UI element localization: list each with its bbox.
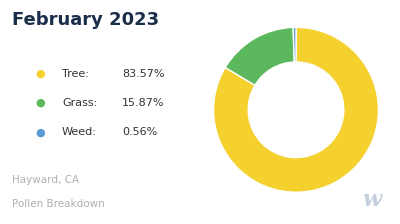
Text: ●: ●: [35, 98, 45, 108]
Text: 83.57%: 83.57%: [122, 69, 164, 79]
Text: Hayward, CA: Hayward, CA: [12, 175, 79, 185]
Text: w: w: [362, 189, 382, 211]
Text: ●: ●: [35, 127, 45, 137]
Wedge shape: [293, 27, 296, 62]
Wedge shape: [214, 27, 378, 192]
Text: 15.87%: 15.87%: [122, 98, 164, 108]
Wedge shape: [225, 27, 294, 85]
Text: Weed:: Weed:: [62, 127, 97, 137]
Text: ●: ●: [35, 69, 45, 79]
Text: Grass:: Grass:: [62, 98, 97, 108]
Text: Pollen Breakdown: Pollen Breakdown: [12, 199, 105, 209]
Text: February 2023: February 2023: [12, 11, 159, 29]
Text: Tree:: Tree:: [62, 69, 89, 79]
Text: 0.56%: 0.56%: [122, 127, 157, 137]
